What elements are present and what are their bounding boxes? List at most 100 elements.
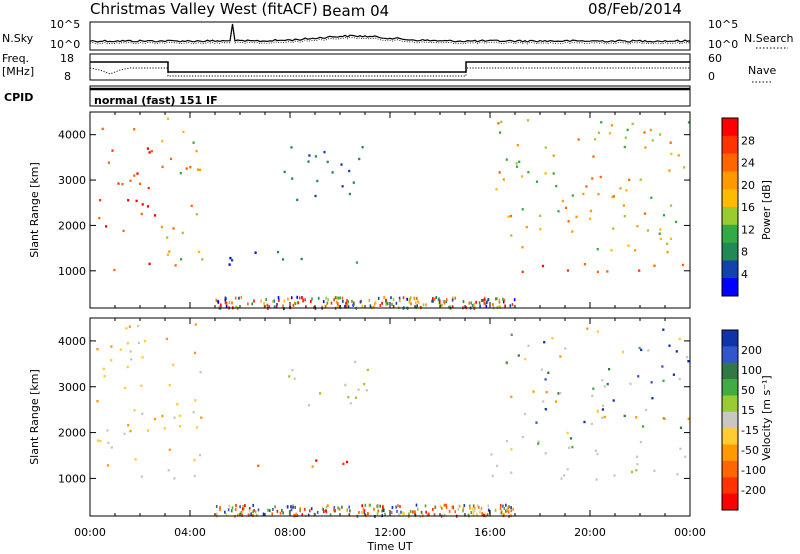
- noise-right-tick-top: 10^5: [708, 18, 738, 31]
- heatmap-cell-1-212: [293, 513, 295, 517]
- heatmap-cell-0-41: [172, 227, 175, 230]
- heatmap-cell-0-388: [345, 304, 348, 308]
- heatmap-cell-1-99: [527, 344, 530, 347]
- heatmap-cell-1-344: [424, 504, 427, 508]
- heatmap-cell-0-88: [521, 208, 524, 211]
- heatmap-cell-1-196: [290, 505, 292, 509]
- heatmap-cell-1-73: [344, 383, 347, 387]
- heatmap-cell-0-107: [669, 204, 673, 207]
- heatmap-cell-1-326: [253, 509, 255, 512]
- heatmap-cell-0-81: [606, 270, 609, 273]
- x-tick-label-6: 00:00: [674, 526, 706, 539]
- colorbar-swatch-1-3: [722, 379, 738, 396]
- heatmap-cell-0-55: [276, 250, 280, 254]
- heatmap-cell-0-318: [217, 299, 219, 303]
- x-axis-label: Time UT: [366, 540, 412, 553]
- y-tick-label-1-1: 2000: [58, 427, 86, 440]
- heatmap-cell-1-248: [474, 506, 476, 510]
- heatmap-cell-0-309: [441, 303, 443, 307]
- heatmap-cell-1-184: [476, 512, 478, 516]
- heatmap-cell-1-198: [225, 513, 228, 517]
- heatmap-cell-1-245: [469, 504, 471, 508]
- heatmap-cell-1-118: [557, 392, 560, 395]
- heatmap-cell-0-105: [643, 212, 647, 215]
- heatmap-cell-1-166: [537, 442, 540, 445]
- heatmap-cell-1-126: [662, 379, 665, 382]
- heatmap-cell-0-256: [347, 300, 349, 304]
- heatmap-cell-0-33: [180, 258, 183, 261]
- heatmap-cell-0-134: [505, 158, 508, 161]
- heatmap-cell-0-390: [385, 298, 387, 302]
- heatmap-cell-1-69: [291, 369, 294, 372]
- heatmap-cell-1-142: [663, 417, 666, 421]
- heatmap-cell-1-128: [678, 337, 681, 341]
- heatmap-cell-0-276: [282, 304, 284, 308]
- heatmap-cell-0-145: [623, 215, 626, 218]
- station-title: Christmas Valley West (fitACF): [90, 0, 318, 18]
- y-tick-label-1-0: 1000: [58, 472, 86, 485]
- heatmap-cell-0-350: [224, 298, 227, 302]
- velocity-colorbar-label: Velocity [m s⁻¹]: [760, 375, 773, 460]
- heatmap-cell-0-84: [583, 263, 586, 266]
- heatmap-cell-1-0: [140, 475, 143, 478]
- heatmap-cell-0-351: [377, 296, 380, 300]
- heatmap-cell-1-90: [630, 470, 634, 474]
- heatmap-cell-0-162: [589, 209, 593, 213]
- heatmap-cell-1-93: [635, 416, 638, 419]
- heatmap-cell-1-270: [224, 510, 226, 514]
- heatmap-cell-1-21: [178, 414, 181, 417]
- heatmap-cell-1-18: [196, 426, 199, 429]
- heatmap-cell-0-267: [287, 297, 289, 301]
- heatmap-cell-0-101: [668, 169, 671, 172]
- heatmap-cell-0-131: [612, 195, 615, 198]
- heatmap-cell-0-21: [129, 179, 132, 182]
- heatmap-cell-0-153: [495, 188, 498, 191]
- heatmap-cell-1-86: [596, 452, 599, 456]
- heatmap-cell-1-103: [569, 437, 573, 440]
- heatmap-cell-0-381: [326, 301, 329, 305]
- heatmap-cell-0-325: [361, 304, 364, 308]
- heatmap-cell-1-339: [510, 509, 513, 513]
- heatmap-cell-0-86: [498, 171, 501, 174]
- heatmap-cell-0-290: [334, 296, 337, 300]
- heatmap-cell-0-67: [326, 160, 329, 164]
- heatmap-cell-1-218: [322, 508, 325, 512]
- heatmap-cell-1-213: [333, 506, 336, 510]
- heatmap-cell-1-112: [638, 346, 641, 350]
- heatmap-cell-1-243: [384, 512, 386, 516]
- heatmap-cell-0-218: [410, 302, 412, 306]
- heatmap-cell-0-382: [220, 305, 222, 309]
- heatmap-cell-1-381: [472, 504, 475, 508]
- heatmap-cell-1-158: [566, 431, 569, 435]
- freq-left-tick-top: 18: [60, 52, 74, 65]
- heatmap-cell-1-251: [487, 504, 490, 508]
- heatmap-cell-1-233: [368, 503, 370, 507]
- heatmap-cell-1-308: [476, 504, 479, 508]
- heatmap-cell-0-156: [659, 237, 662, 241]
- heatmap-cell-1-247: [395, 505, 397, 509]
- heatmap-cell-0-251: [492, 303, 494, 307]
- heatmap-cell-0-27: [192, 141, 195, 144]
- heatmap-cell-1-284: [329, 513, 332, 517]
- heatmap-cell-1-305: [294, 505, 296, 509]
- heatmap-cell-1-89: [566, 468, 569, 471]
- heatmap-cell-1-149: [559, 391, 562, 395]
- heatmap-cell-1-30: [143, 339, 147, 343]
- heatmap-cell-0-2: [113, 268, 116, 272]
- heatmap-cell-1-255: [242, 505, 244, 509]
- heatmap-cell-1-361: [458, 504, 461, 508]
- heatmap-cell-0-68: [314, 194, 317, 198]
- heatmap-cell-0-291: [336, 302, 339, 306]
- heatmap-cell-0-93: [612, 227, 615, 230]
- heatmap-cell-1-371: [316, 510, 319, 514]
- heatmap-cell-1-134: [603, 385, 606, 388]
- heatmap-cell-1-274: [445, 506, 448, 510]
- heatmap-cell-0-132: [597, 193, 600, 196]
- velocity-axes: 1000 2000 3000 4000: [58, 318, 690, 516]
- heatmap-cell-0-89: [608, 132, 612, 135]
- heatmap-cell-0-226: [496, 297, 498, 300]
- heatmap-cell-0-158: [634, 249, 637, 252]
- heatmap-cell-0-166: [596, 248, 599, 251]
- heatmap-cell-1-237: [239, 511, 242, 515]
